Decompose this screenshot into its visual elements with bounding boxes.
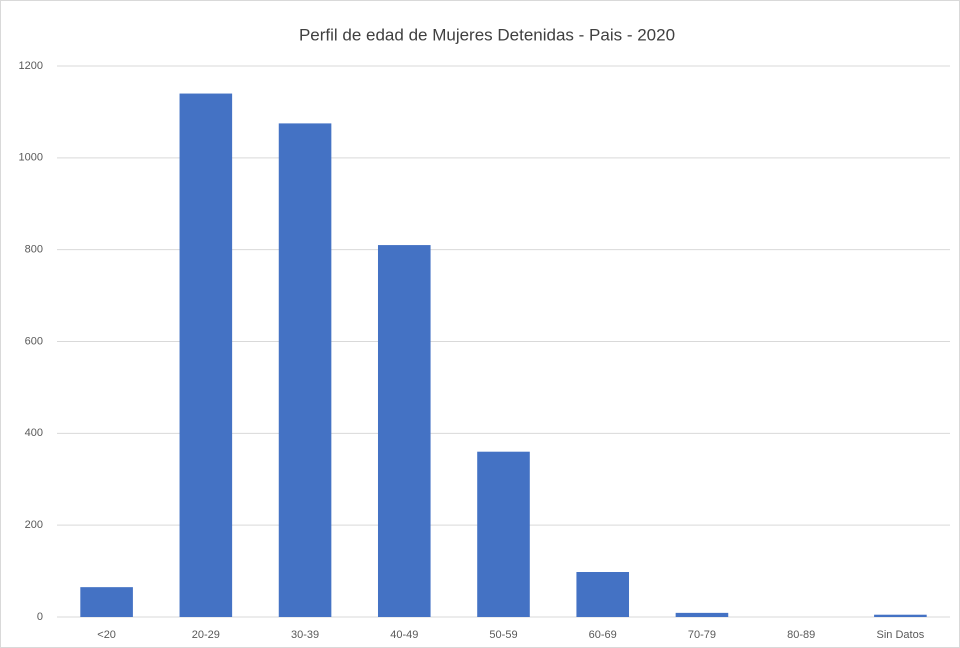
x-tick-label: <20 (97, 629, 116, 641)
bar (80, 587, 133, 617)
bar (576, 572, 630, 617)
x-tick-label: 50-59 (489, 629, 517, 641)
y-tick-label: 1200 (19, 60, 43, 72)
x-tick-label: 80-89 (787, 629, 815, 641)
bar (675, 612, 729, 617)
bar (874, 614, 927, 617)
bar (377, 245, 431, 617)
y-tick-label: 200 (25, 519, 43, 531)
x-tick-label: Sin Datos (877, 629, 925, 641)
chart-title: Perfil de edad de Mujeres Detenidas - Pa… (299, 25, 675, 44)
x-tick-label: 30-39 (291, 629, 319, 641)
y-tick-label: 800 (25, 244, 43, 256)
x-tick-label: 60-69 (589, 629, 617, 641)
x-tick-label: 20-29 (192, 629, 220, 641)
y-tick-label: 400 (25, 427, 43, 439)
x-tick-label: 40-49 (390, 629, 418, 641)
y-tick-label: 0 (37, 611, 43, 623)
x-tick-label: 70-79 (688, 629, 716, 641)
bar (477, 451, 530, 617)
bar (179, 93, 233, 618)
y-tick-label: 600 (25, 335, 43, 347)
bar (278, 123, 332, 617)
y-tick-label: 1000 (19, 152, 43, 164)
